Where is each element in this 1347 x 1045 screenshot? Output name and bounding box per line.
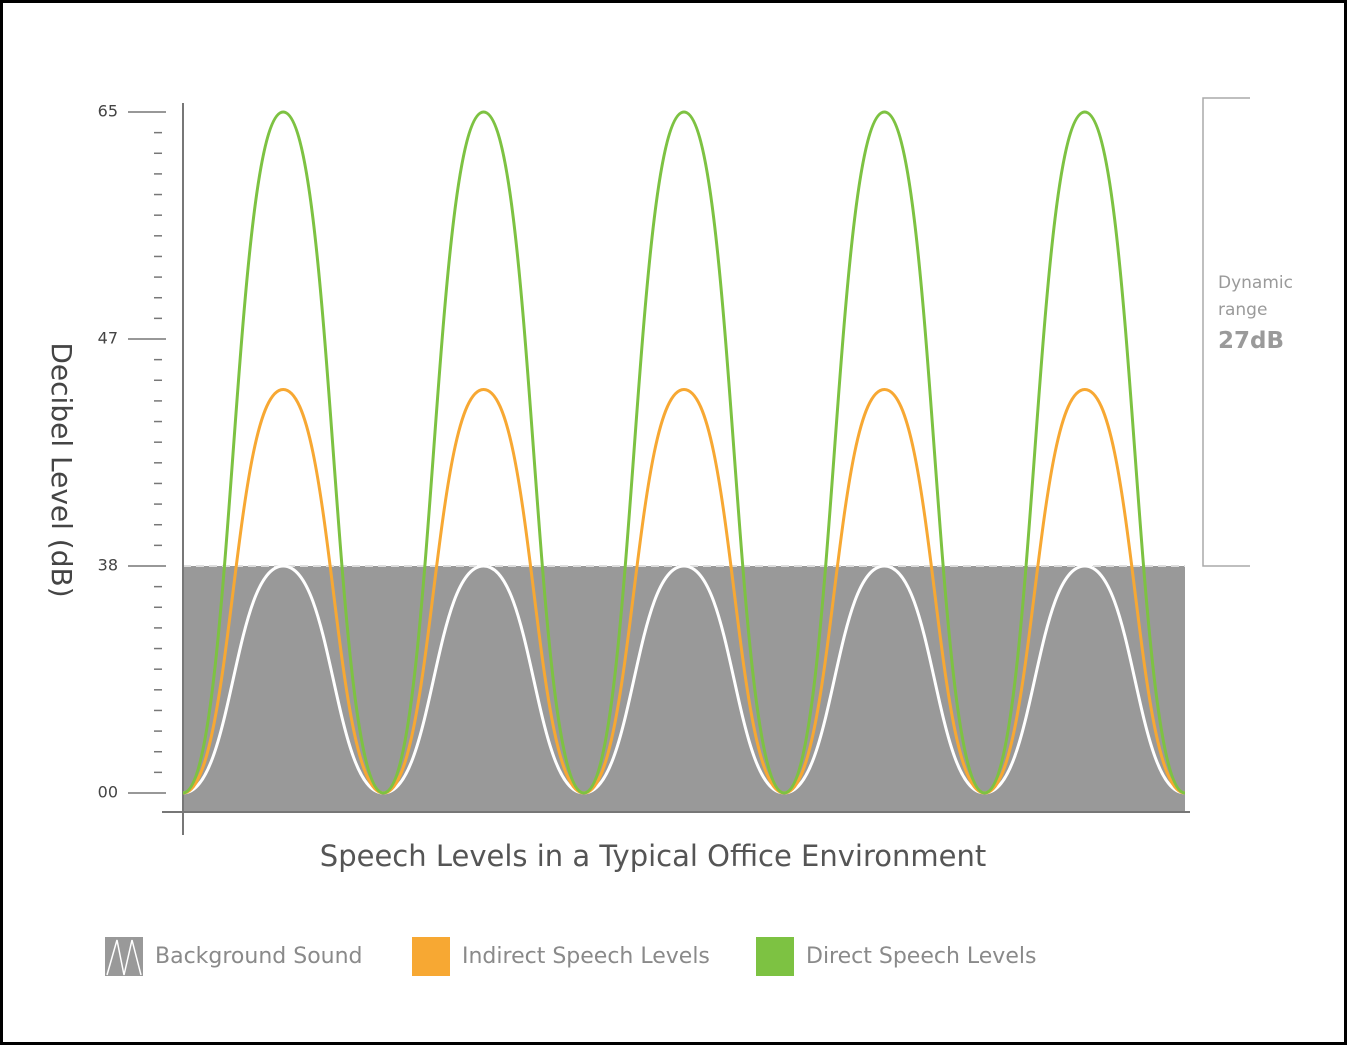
series-line xyxy=(182,387,1186,795)
legend-swatch xyxy=(756,937,794,976)
legend-label: Direct Speech Levels xyxy=(806,944,1036,969)
series-line xyxy=(182,564,1186,795)
legend-label: Background Sound xyxy=(155,944,363,969)
y-tick-label: 00 xyxy=(98,783,118,802)
legend-swatch xyxy=(412,937,450,976)
y-tick-label: 38 xyxy=(98,556,118,575)
legend-swatch-wave xyxy=(106,939,142,976)
y-tick-label: 65 xyxy=(98,102,118,121)
background-area xyxy=(183,566,1185,812)
chart-title: Speech Levels in a Typical Office Enviro… xyxy=(320,839,986,873)
y-tick-label: 47 xyxy=(98,329,118,348)
range-bracket xyxy=(1202,97,1250,567)
legend-label: Indirect Speech Levels xyxy=(462,944,710,969)
y-axis-label: Decibel Level (dB) xyxy=(45,342,78,597)
series-line xyxy=(182,110,1186,795)
annotation-label: Dynamic range xyxy=(1218,273,1293,320)
annotation-value: 27dB xyxy=(1218,328,1285,354)
legend-swatch xyxy=(105,937,143,976)
